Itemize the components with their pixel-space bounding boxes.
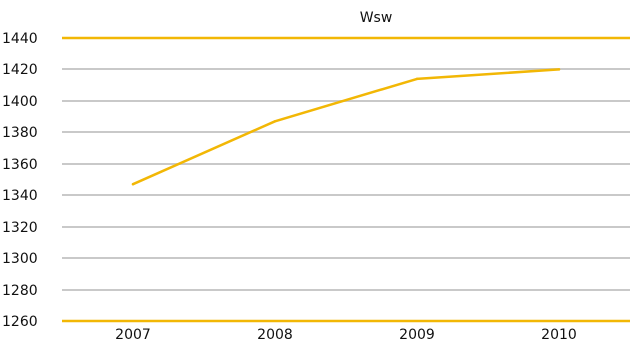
x-tick-label: 2007 <box>115 327 151 342</box>
series-line <box>131 68 561 186</box>
y-tick-label: 1420 <box>2 62 38 78</box>
data-point <box>415 77 419 81</box>
data-point <box>557 68 561 71</box>
gridlines <box>62 36 630 323</box>
x-tick-label: 2009 <box>399 327 435 342</box>
y-tick-label: 1280 <box>2 283 38 299</box>
y-tick-label: 1380 <box>2 125 38 141</box>
y-tick-label: 1320 <box>2 220 38 236</box>
y-tick-label: 1300 <box>2 251 38 267</box>
y-tick-label: 1360 <box>2 157 38 173</box>
y-axis-ticks: 1260 1280 1300 1320 1340 1360 1380 1400 1420 1440 <box>2 31 38 330</box>
y-tick-label: 1400 <box>2 94 38 110</box>
y-tick-label: 1440 <box>2 31 38 47</box>
x-tick-label: 2008 <box>257 327 293 342</box>
x-axis-ticks: 2007 2008 2009 2010 <box>115 327 577 342</box>
data-point <box>273 120 277 123</box>
chart-title: Wsw <box>360 10 393 26</box>
series-lines <box>131 68 561 186</box>
y-tick-label: 1260 <box>2 314 38 330</box>
data-point <box>131 183 135 186</box>
y-tick-label: 1340 <box>2 188 38 204</box>
x-tick-label: 2010 <box>541 327 577 342</box>
